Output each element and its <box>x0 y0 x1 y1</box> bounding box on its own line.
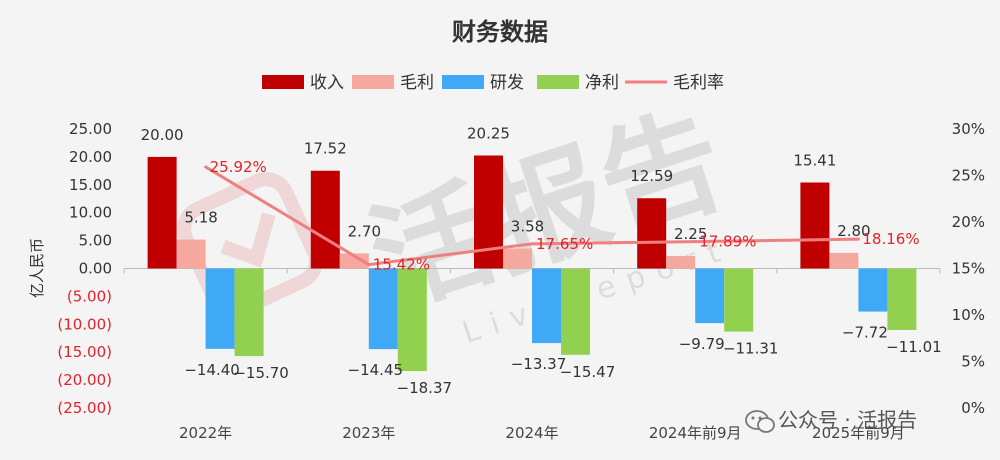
data-label: −9.79 <box>679 335 725 353</box>
bar-3-2 <box>561 268 590 355</box>
left-tick-label: (5.00) <box>67 287 112 305</box>
left-tick-label: (20.00) <box>57 371 112 389</box>
category-label: 2024年 <box>505 424 558 442</box>
margin-point-4 <box>856 237 860 241</box>
right-tick-label: 15% <box>952 260 985 278</box>
data-label: −7.72 <box>842 324 888 342</box>
bar-1-3 <box>666 255 696 269</box>
legend-swatch <box>352 75 394 89</box>
category-label: 2022年 <box>179 424 232 442</box>
legend-label: 净利 <box>585 73 619 93</box>
legend-swatch <box>442 75 484 89</box>
legend-item-3: 净利 <box>537 73 619 93</box>
data-label: 20.25 <box>467 125 510 143</box>
data-label: 15.41 <box>793 152 836 170</box>
bar-0-3 <box>637 198 667 269</box>
data-label: −14.45 <box>348 361 404 379</box>
legend-label: 研发 <box>490 73 524 93</box>
margin-point-1 <box>367 263 371 267</box>
category-label: 2025年前9月 <box>812 424 905 442</box>
margin-line <box>204 165 860 267</box>
data-label: 18.16% <box>862 230 919 248</box>
left-tick-label: 10.00 <box>69 204 112 222</box>
margin-point-0 <box>204 165 208 169</box>
margin-point-3 <box>693 240 697 244</box>
legend-item-4: 毛利率 <box>625 73 724 93</box>
data-label: −15.70 <box>233 364 289 382</box>
corner-watermark-text: 公众号 · 活报告 <box>778 408 917 432</box>
left-tick-label: (10.00) <box>57 315 112 333</box>
left-tick-label: 0.00 <box>79 260 112 278</box>
legend-item-1: 毛利 <box>352 73 434 93</box>
bar-3-0 <box>234 268 264 357</box>
data-label: −13.37 <box>511 355 567 373</box>
data-label: 15.42% <box>373 256 430 274</box>
right-tick-label: 0% <box>961 399 985 417</box>
right-tick-label: 10% <box>952 306 985 324</box>
data-label: 17.65% <box>536 235 593 253</box>
bar-3-4 <box>887 268 917 330</box>
bar-0-1 <box>310 170 340 269</box>
y-axis-label: 亿人民币 <box>28 238 46 298</box>
left-tick-label: 15.00 <box>69 176 112 194</box>
bar-1-1 <box>339 253 369 269</box>
left-tick-label: (25.00) <box>57 399 112 417</box>
left-tick-label: (15.00) <box>57 343 112 361</box>
chart-legend: 收入 毛利 研发 净利 毛利率 <box>262 73 724 93</box>
right-tick-label: 20% <box>952 213 985 231</box>
bar-2-4 <box>858 268 888 312</box>
bar-1-4 <box>829 252 859 269</box>
legend-label: 毛利 <box>400 73 434 93</box>
legend-label: 收入 <box>310 73 344 93</box>
data-label: −18.37 <box>397 379 453 397</box>
bar-2-3 <box>695 268 725 324</box>
legend-swatch <box>262 75 304 89</box>
data-label: 20.00 <box>141 126 184 144</box>
data-label: −15.47 <box>560 363 616 381</box>
data-label: 17.89% <box>699 233 756 251</box>
data-label: 2.70 <box>348 222 381 240</box>
left-tick-label: 5.00 <box>79 232 112 250</box>
chart-title: 财务数据 <box>452 17 548 46</box>
data-label: 5.18 <box>184 209 217 227</box>
data-label: 3.58 <box>511 218 544 236</box>
data-label: 2.80 <box>837 222 870 240</box>
right-tick-label: 5% <box>961 353 985 371</box>
data-label: 25.92% <box>210 158 267 176</box>
data-label: −11.01 <box>886 338 942 356</box>
margin-point-2 <box>530 242 534 246</box>
right-axis-ticks: 30% 25% 20% 15% 10% 5% 0% <box>952 120 985 417</box>
data-label: −11.31 <box>723 340 779 358</box>
data-label: 12.59 <box>630 167 673 185</box>
data-label: −14.40 <box>184 361 240 379</box>
bar-2-2 <box>532 268 561 344</box>
data-label: 17.52 <box>304 140 347 158</box>
right-tick-label: 30% <box>952 120 985 138</box>
bars <box>147 155 917 372</box>
legend-label: 毛利率 <box>673 73 724 93</box>
data-label: 2.25 <box>674 225 707 243</box>
bar-1-2 <box>503 248 532 269</box>
right-tick-label: 25% <box>952 167 985 185</box>
bar-1-0 <box>176 239 206 269</box>
left-tick-label: 20.00 <box>69 148 112 166</box>
left-tick-label: 25.00 <box>69 120 112 138</box>
bar-0-0 <box>147 156 177 269</box>
bar-2-1 <box>368 268 398 350</box>
category-label: 2023年 <box>342 424 395 442</box>
legend-item-0: 收入 <box>262 73 344 93</box>
wechat-icon <box>745 410 775 433</box>
bar-2-0 <box>205 268 235 349</box>
bar-3-1 <box>397 268 427 372</box>
category-label: 2024年前9月 <box>649 424 742 442</box>
legend-item-2: 研发 <box>442 73 524 93</box>
data-labels: 20.00 17.52 20.25 12.59 15.41 5.18 2.70 3.58 2.2… <box>141 125 942 397</box>
bar-0-4 <box>800 182 830 269</box>
left-axis-ticks: 25.00 20.00 15.00 10.00 5.00 0.00 (5.00) (10.00… <box>57 120 112 417</box>
bar-3-3 <box>724 268 754 332</box>
corner-watermark: 公众号 · 活报告 <box>745 408 917 433</box>
legend-swatch <box>537 75 579 89</box>
